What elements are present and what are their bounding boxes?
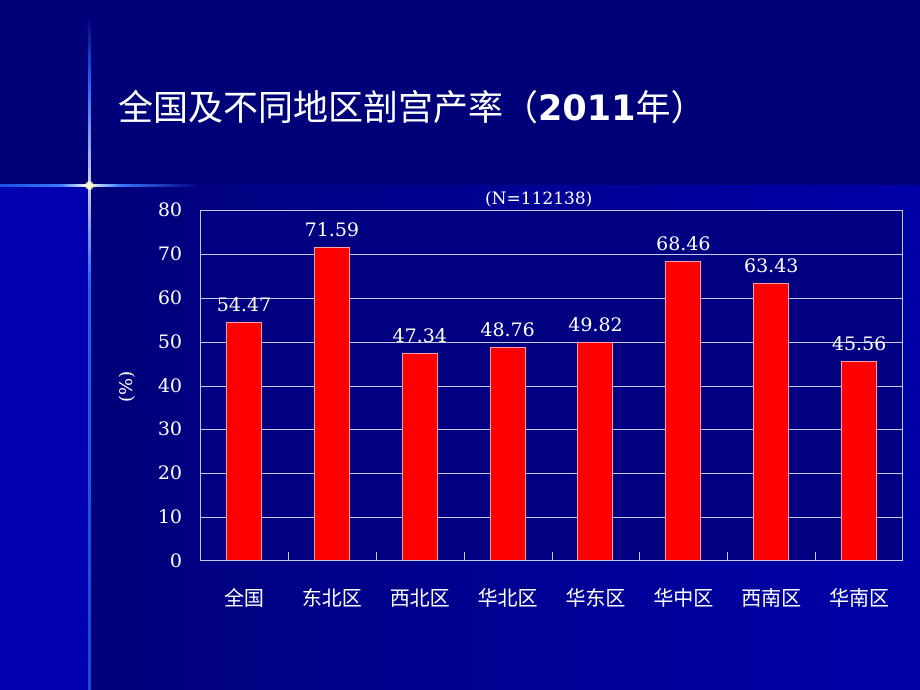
bar [753, 282, 790, 560]
bar-value-label: 68.46 [656, 232, 711, 255]
y-tick-label: 10 [157, 506, 182, 529]
title-prefix: 全国及不同地区剖宫产率（ [118, 89, 539, 129]
bar-value-label: 54.47 [216, 294, 272, 316]
x-tick-mark [727, 552, 729, 560]
bar-value-label: 71.59 [304, 218, 360, 241]
x-tick-mark [375, 552, 377, 560]
horizontal-glow-line [0, 184, 200, 187]
y-axis-label: (%) [116, 370, 137, 402]
gridline [201, 385, 902, 387]
bar [577, 342, 614, 560]
title-suffix: 年） [635, 89, 706, 129]
bar [225, 322, 262, 560]
gridline [201, 473, 902, 475]
sparkle-icon [85, 181, 94, 190]
y-tick-label: 70 [157, 242, 182, 265]
title-band [0, 0, 920, 185]
bar-value-label: 45.56 [831, 333, 887, 356]
bar [313, 246, 350, 560]
x-tick-mark [463, 552, 465, 560]
gridline [201, 429, 902, 431]
bar-value-label: 63.43 [743, 254, 799, 277]
x-category-label: 西北区 [389, 586, 450, 610]
gridline [201, 517, 902, 519]
x-category-label: 华北区 [477, 586, 538, 610]
x-category-label: 华东区 [565, 586, 626, 610]
y-tick-label: 40 [157, 374, 182, 397]
bar-value-label: 47.34 [392, 325, 447, 348]
bar [489, 347, 526, 560]
x-category-label: 东北区 [301, 586, 362, 610]
y-tick-label: 20 [157, 462, 182, 485]
bar [401, 353, 438, 560]
bar-value-label: 49.82 [568, 314, 623, 337]
chart-subtitle: (N=112138) [485, 189, 593, 209]
x-category-label: 全国 [223, 586, 264, 610]
bar [841, 361, 878, 560]
x-tick-mark [815, 552, 817, 560]
y-tick-label: 50 [157, 330, 182, 353]
gridline [201, 253, 902, 255]
x-tick-mark [287, 552, 289, 560]
y-tick-label: 80 [157, 199, 182, 221]
slide-title: 全国及不同地区剖宫产率（2011年） [118, 80, 705, 131]
vertical-glow-line [88, 15, 91, 690]
x-category-label: 西南区 [741, 586, 802, 610]
x-tick-mark [551, 552, 553, 560]
bar [665, 260, 702, 560]
bar-value-label: 48.76 [480, 319, 535, 342]
left-decorative-strip [0, 185, 89, 690]
gridline [201, 341, 902, 343]
x-category-label: 华中区 [653, 586, 714, 610]
y-tick-label: 0 [169, 550, 182, 572]
x-category-label: 华南区 [829, 586, 890, 610]
gridline [201, 297, 902, 299]
y-tick-label: 60 [157, 286, 182, 309]
title-year: 2011 [538, 89, 636, 129]
y-tick-label: 30 [157, 418, 182, 441]
x-tick-mark [639, 552, 641, 560]
